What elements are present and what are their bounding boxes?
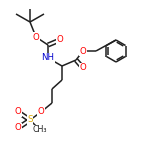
Text: O: O: [80, 63, 86, 72]
Text: O: O: [33, 33, 39, 42]
Text: O: O: [80, 46, 86, 56]
Text: CH₃: CH₃: [33, 126, 47, 135]
Text: S: S: [27, 116, 33, 124]
Text: O: O: [15, 108, 21, 117]
Text: O: O: [15, 123, 21, 132]
Text: O: O: [38, 108, 44, 117]
Text: NH: NH: [42, 54, 54, 63]
Text: O: O: [57, 36, 63, 45]
